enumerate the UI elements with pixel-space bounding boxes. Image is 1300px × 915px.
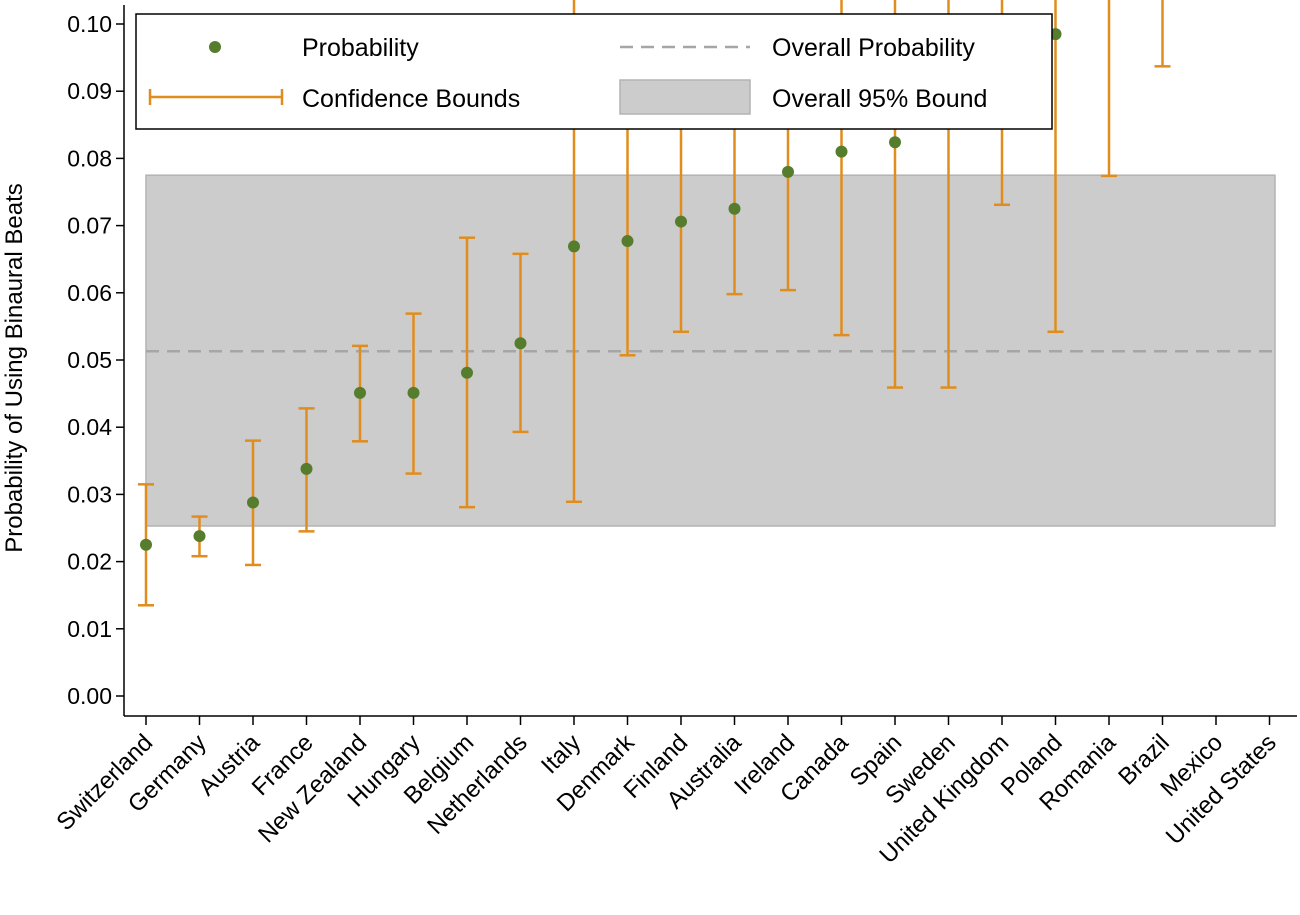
overall-bound-band-layer <box>145 174 1276 527</box>
y-axis-title: Probability of Using Binaural Beats <box>1 183 28 553</box>
legend-overall-bound-label: Overall 95% Bound <box>772 85 987 113</box>
probability-point <box>140 538 152 551</box>
y-tick-label: 0.06 <box>67 280 112 306</box>
probability-point <box>728 202 741 215</box>
y-tick-label: 0.03 <box>67 481 112 507</box>
y-tick-label: 0.00 <box>67 683 112 709</box>
y-tick-label: 0.05 <box>67 347 112 373</box>
probability-point <box>782 165 794 178</box>
y-tick-label: 0.07 <box>67 213 112 239</box>
confidence-bound <box>1154 0 1171 68</box>
probability-point <box>675 215 687 228</box>
legend-probability-label: Probability <box>302 34 419 62</box>
probability-point <box>300 462 313 475</box>
confidence-bound <box>1101 0 1117 178</box>
legend-probability-marker <box>209 41 221 53</box>
legend: Probability Confidence Bounds Overall Pr… <box>135 13 1053 130</box>
y-tick-label: 0.04 <box>67 414 112 440</box>
y-axis-ticks: 0.00 0.01 0.02 0.03 0.04 0.05 0.06 0.07 0.08 0.09… <box>67 11 124 709</box>
probability-point <box>514 337 527 350</box>
y-tick-label: 0.10 <box>67 11 112 37</box>
legend-confidence-marker <box>148 89 284 105</box>
legend-overall-probability-label: Overall Probability <box>772 34 975 62</box>
probability-point <box>461 366 473 379</box>
probability-point <box>354 386 366 399</box>
probability-point <box>193 530 206 543</box>
y-tick-label: 0.02 <box>67 549 112 575</box>
probability-point <box>407 386 420 399</box>
y-tick-label: 0.01 <box>67 616 112 642</box>
y-tick-label: 0.08 <box>67 145 112 171</box>
legend-overall-bound-marker <box>619 79 751 115</box>
probability-point <box>247 496 259 509</box>
legend-confidence-label: Confidence Bounds <box>302 85 520 113</box>
probability-point <box>889 136 901 149</box>
y-tick-label: 0.09 <box>67 78 112 104</box>
probability-point <box>621 235 634 248</box>
overall-bound-band <box>145 174 1276 527</box>
probability-point <box>568 240 580 253</box>
probability-point <box>835 145 848 158</box>
legend-box <box>135 13 1053 130</box>
